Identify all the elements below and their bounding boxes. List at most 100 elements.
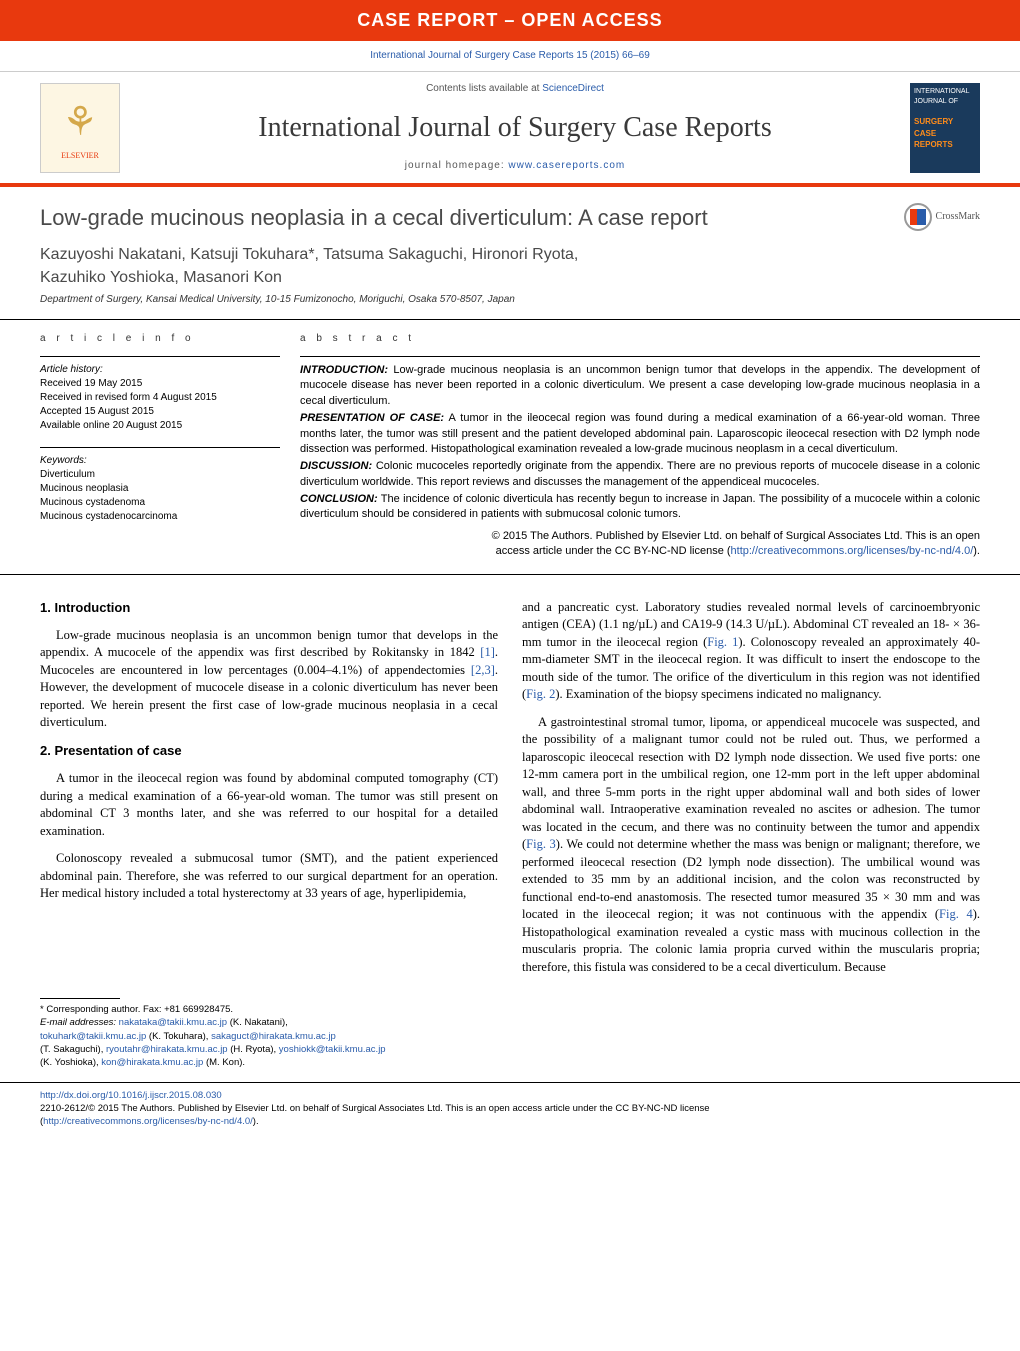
article-title: Low-grade mucinous neoplasia in a cecal … xyxy=(40,203,904,234)
cover-label-main: SURGERY CASE REPORTS xyxy=(914,116,976,150)
article-info-block: a r t i c l e i n f o Article history: R… xyxy=(40,332,300,574)
col2-p2a: A gastrointestinal stromal tumor, lipoma… xyxy=(522,715,980,852)
email-kon[interactable]: kon@hirakata.kmu.ac.jp xyxy=(101,1057,203,1068)
email-ryota[interactable]: ryoutahr@hirakata.kmu.ac.jp xyxy=(106,1044,228,1055)
abstract-disc-text: Colonic mucoceles reportedly originate f… xyxy=(300,460,980,487)
ref-1-link[interactable]: [1] xyxy=(480,645,495,659)
sciencedirect-link[interactable]: ScienceDirect xyxy=(542,83,604,94)
email-nakatani[interactable]: nakataka@takii.kmu.ac.jp xyxy=(119,1017,227,1028)
homepage-prefix: journal homepage: xyxy=(405,160,509,171)
abstract-conclusion: CONCLUSION: The incidence of colonic div… xyxy=(300,492,980,523)
keyword-2: Mucinous neoplasia xyxy=(40,482,280,496)
crossmark-label: CrossMark xyxy=(936,210,980,224)
abstract-divider xyxy=(300,356,980,357)
name-sakaguchi: (T. Sakaguchi), xyxy=(40,1044,106,1055)
crossmark-badge[interactable]: CrossMark xyxy=(904,203,980,231)
doi-link[interactable]: http://dx.doi.org/10.1016/j.ijscr.2015.0… xyxy=(40,1090,222,1101)
history-accepted: Accepted 15 August 2015 xyxy=(40,405,280,419)
abstract-case-label: PRESENTATION OF CASE: xyxy=(300,412,444,424)
email-sakaguchi[interactable]: sakaguct@hirakata.kmu.ac.jp xyxy=(211,1031,336,1042)
info-abstract-row: a r t i c l e i n f o Article history: R… xyxy=(0,320,1020,575)
abstract-disc-label: DISCUSSION: xyxy=(300,460,372,472)
authors-line2: Kazuhiko Yoshioka, Masanori Kon xyxy=(40,269,282,286)
copyright-line2: access article under the CC BY-NC-ND lic… xyxy=(496,545,731,557)
info-divider-2 xyxy=(40,447,280,448)
abstract-conc-label: CONCLUSION: xyxy=(300,493,378,505)
issn-line-c: ). xyxy=(253,1116,259,1127)
name-yoshioka: (K. Yoshioka), xyxy=(40,1057,101,1068)
footnotes: * Corresponding author. Fax: +81 6699284… xyxy=(0,998,1020,1081)
section-2-heading: 2. Presentation of case xyxy=(40,742,498,760)
contents-line: Contents lists available at ScienceDirec… xyxy=(120,82,910,96)
elsevier-label: ELSEVIER xyxy=(61,150,99,161)
section-2-p1: A tumor in the ileocecal region was foun… xyxy=(40,770,498,840)
history-revised: Received in revised form 4 August 2015 xyxy=(40,391,280,405)
section-1-heading: 1. Introduction xyxy=(40,599,498,617)
body-columns: 1. Introduction Low-grade mucinous neopl… xyxy=(0,575,1020,999)
authors-line1b: , Tatsuma Sakaguchi, Hironori Ryota, xyxy=(315,246,579,263)
abstract-intro-label: INTRODUCTION: xyxy=(300,364,388,376)
abstract-discussion: DISCUSSION: Colonic mucoceles reportedly… xyxy=(300,459,980,490)
right-column: and a pancreatic cyst. Laboratory studie… xyxy=(522,599,980,987)
left-column: 1. Introduction Low-grade mucinous neopl… xyxy=(40,599,498,987)
elsevier-logo: ⚘ ELSEVIER xyxy=(40,83,120,173)
keywords-label: Keywords: xyxy=(40,454,280,468)
history-received: Received 19 May 2015 xyxy=(40,377,280,391)
col2-p1: and a pancreatic cyst. Laboratory studie… xyxy=(522,599,980,704)
authors-line1a: Kazuyoshi Nakatani, Katsuji Tokuhara xyxy=(40,246,308,263)
abstract-case: PRESENTATION OF CASE: A tumor in the ile… xyxy=(300,411,980,457)
author-list: Kazuyoshi Nakatani, Katsuji Tokuhara*, T… xyxy=(0,234,1020,293)
keyword-4: Mucinous cystadenocarcinoma xyxy=(40,510,280,524)
copyright-close: ). xyxy=(973,545,980,557)
email-addresses: E-mail addresses: nakataka@takii.kmu.ac.… xyxy=(40,1016,980,1069)
name-tokuhara: (K. Tokuhara), xyxy=(146,1031,211,1042)
abstract-block: a b s t r a c t INTRODUCTION: Low-grade … xyxy=(300,332,980,574)
history-online: Available online 20 August 2015 xyxy=(40,419,280,433)
history-label: Article history: xyxy=(40,363,280,377)
col2-p1c: ). Examination of the biopsy specimens i… xyxy=(555,687,881,701)
abstract-heading: a b s t r a c t xyxy=(300,332,980,346)
contents-prefix: Contents lists available at xyxy=(426,83,542,94)
footnote-divider xyxy=(40,998,120,999)
name-nakatani: (K. Nakatani), xyxy=(227,1017,288,1028)
copyright-line1: © 2015 The Authors. Published by Elsevie… xyxy=(492,530,980,542)
journal-cover-thumbnail: INTERNATIONAL JOURNAL OF SURGERY CASE RE… xyxy=(910,83,980,173)
journal-header-center: Contents lists available at ScienceDirec… xyxy=(120,82,910,173)
citation-line: International Journal of Surgery Case Re… xyxy=(0,41,1020,71)
affiliation: Department of Surgery, Kansai Medical Un… xyxy=(0,293,1020,320)
info-divider-1 xyxy=(40,356,280,357)
name-ryota: (H. Ryota), xyxy=(228,1044,279,1055)
fig-2-link[interactable]: Fig. 2 xyxy=(526,687,555,701)
journal-title: International Journal of Surgery Case Re… xyxy=(120,108,910,147)
open-access-banner: CASE REPORT – OPEN ACCESS xyxy=(0,0,1020,41)
license-link[interactable]: http://creativecommons.org/licenses/by-n… xyxy=(731,545,974,557)
journal-homepage-line: journal homepage: www.casereports.com xyxy=(120,159,910,173)
fig-1-link[interactable]: Fig. 1 xyxy=(707,635,738,649)
abstract-intro: INTRODUCTION: Low-grade mucinous neoplas… xyxy=(300,363,980,409)
elsevier-tree-icon: ⚘ xyxy=(62,94,98,150)
email-label: E-mail addresses: xyxy=(40,1017,116,1028)
bottom-bar: http://dx.doi.org/10.1016/j.ijscr.2015.0… xyxy=(0,1082,1020,1135)
email-tokuhara[interactable]: tokuhark@takii.kmu.ac.jp xyxy=(40,1031,146,1042)
article-title-row: Low-grade mucinous neoplasia in a cecal … xyxy=(0,187,1020,234)
journal-homepage-link[interactable]: www.casereports.com xyxy=(508,160,625,171)
bottom-license-link[interactable]: http://creativecommons.org/licenses/by-n… xyxy=(43,1116,253,1127)
email-yoshioka[interactable]: yoshiokk@takii.kmu.ac.jp xyxy=(279,1044,386,1055)
journal-header: ⚘ ELSEVIER Contents lists available at S… xyxy=(0,71,1020,187)
fig-3-link[interactable]: Fig. 3 xyxy=(526,837,556,851)
fig-4-link[interactable]: Fig. 4 xyxy=(939,907,973,921)
section-1-p1: Low-grade mucinous neoplasia is an uncom… xyxy=(40,627,498,732)
abstract-conc-text: The incidence of colonic diverticula has… xyxy=(300,493,980,520)
keyword-3: Mucinous cystadenoma xyxy=(40,496,280,510)
cover-label-top: INTERNATIONAL JOURNAL OF xyxy=(914,87,976,107)
col2-p2: A gastrointestinal stromal tumor, lipoma… xyxy=(522,714,980,977)
crossmark-icon xyxy=(904,203,932,231)
col2-p2b: ). We could not determine whether the ma… xyxy=(522,837,980,921)
ref-2-3-link[interactable]: [2,3] xyxy=(471,663,495,677)
section-2-p2: Colonoscopy revealed a submucosal tumor … xyxy=(40,850,498,903)
article-info-heading: a r t i c l e i n f o xyxy=(40,332,280,346)
abstract-intro-text: Low-grade mucinous neoplasia is an uncom… xyxy=(300,364,980,407)
keyword-1: Diverticulum xyxy=(40,468,280,482)
sec1-p1a: Low-grade mucinous neoplasia is an uncom… xyxy=(40,628,498,660)
name-kon: (M. Kon). xyxy=(203,1057,245,1068)
